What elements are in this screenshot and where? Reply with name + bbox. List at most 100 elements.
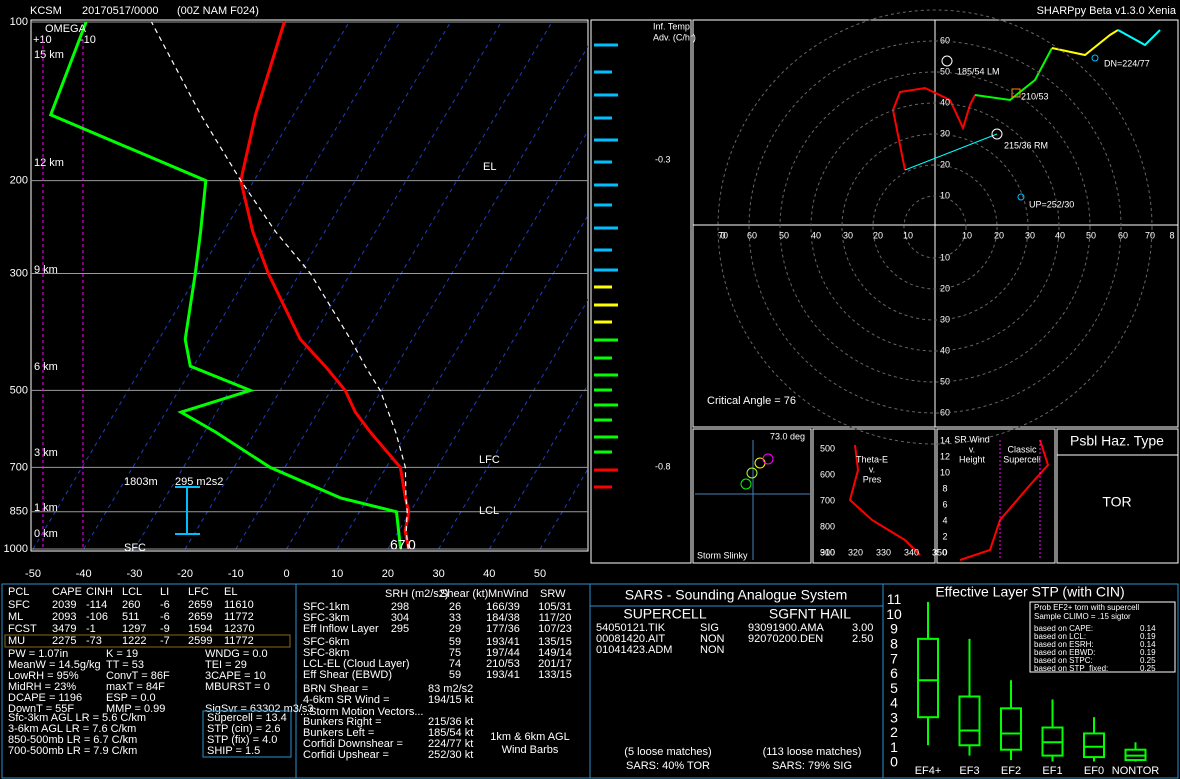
isotherm (83, 21, 401, 550)
run-time: 20170517/0000 (82, 5, 158, 17)
srwind-y-label: 8 (942, 483, 947, 493)
stp-legend-row: based on ESRH: (1034, 640, 1094, 649)
x-tick-label: 50 (534, 568, 546, 580)
index: 3CAPE = 10 (205, 670, 266, 682)
table-header: EL (224, 586, 237, 598)
motion-vector: Bunkers Left = (303, 727, 374, 739)
lcl-label: LCL (479, 505, 499, 517)
thetae-y-label: 500 (820, 443, 835, 453)
index: DownT = 55F (8, 703, 74, 715)
table-cell: 184/38 (486, 612, 520, 624)
table-cell: 1222 (122, 635, 146, 647)
hodo-ring (841, 133, 1029, 321)
table-cell: 2659 (188, 599, 212, 611)
index: LowRH = 95% (8, 670, 79, 682)
hazard-frame (1056, 428, 1179, 564)
table-cell: 2599 (188, 635, 212, 647)
slinky-ring (746, 467, 758, 479)
hodo-trace (974, 47, 1053, 102)
thetae-x-label: 330 (876, 547, 891, 557)
srwind-y-label: 14 (940, 435, 950, 445)
height-label: 12 km (34, 157, 64, 169)
rm-marker (991, 128, 1003, 140)
x-tick-label: NONTOR (1112, 765, 1160, 777)
lm-label: 185/54 LM (957, 66, 1000, 76)
kinematic-extra: 83 m2/s2 (428, 683, 473, 695)
hodo-axis-label: 50 (1086, 230, 1096, 240)
adv-label: -0.3 (655, 154, 671, 164)
table-cell: 2275 (52, 635, 76, 647)
hodo-ring-label: 40 (940, 97, 950, 107)
y-tick-label: 10 (886, 606, 902, 622)
table-cell: 26 (449, 601, 461, 613)
index: SigSvr = 63302 m3/s3 (205, 703, 314, 715)
hodo-axis-label: 8 (1169, 230, 1174, 240)
isotherm (387, 214, 588, 550)
index: K = 19 (106, 648, 138, 660)
table-cell: -73 (86, 635, 102, 647)
x-tick-label: -40 (76, 568, 92, 580)
adv-title: Inf. Temp. (653, 21, 692, 31)
motion-title: ...Storm Motion Vectors... (300, 706, 424, 718)
y-tick-label: 0 (890, 754, 898, 770)
table-header: CAPE (52, 586, 82, 598)
table-cell: 197/44 (486, 647, 520, 659)
motion-vector: 252/30 kt (428, 749, 473, 761)
composite: Supercell = 13.4 (207, 712, 287, 724)
sars-col-title: SUPERCELL (623, 606, 706, 622)
table-cell: -9 (160, 623, 170, 635)
table-cell: SFC (8, 599, 30, 611)
y-tick-label: 6 (890, 665, 898, 681)
thetae-x-label: 350 (932, 547, 947, 557)
table-cell: -6 (160, 599, 170, 611)
table-cell: 149/14 (538, 647, 572, 659)
table-header: PCL (8, 586, 29, 598)
x-tick-label: EF4+ (915, 765, 942, 777)
x-tick-label: -10 (228, 568, 244, 580)
thetae-x-label: 320 (848, 547, 863, 557)
table-cell: SFC-6km (303, 636, 349, 648)
table-cell: Eff Inflow Layer (303, 623, 379, 635)
box (958, 695, 981, 747)
sars-count: (5 loose matches) (624, 746, 711, 758)
stp-legend-row: based on LCL: (1034, 632, 1086, 641)
skewt-plot (31, 21, 588, 550)
y-tick-label: 1 (890, 739, 898, 755)
table-cell: 12370 (224, 623, 255, 635)
lapse-rate: 700-500mb LR = 7.9 C/km (8, 745, 137, 757)
hodo-ring-label: 20 (940, 283, 950, 293)
hodo-axis-label: 20 (994, 230, 1004, 240)
srwind-note: Supercell (1003, 454, 1041, 464)
srwind-title: SR Wind (954, 434, 990, 444)
slinky-angle: 73.0 deg (770, 431, 805, 441)
index: ESP = 0.0 (106, 692, 156, 704)
height-label: 6 km (34, 361, 58, 373)
table-header: MnWind (488, 588, 528, 600)
hodo-ring (810, 102, 1060, 352)
y-tick-label: 100 (10, 16, 28, 28)
y-tick-label: 300 (10, 267, 28, 279)
thetae-trace (848, 444, 921, 556)
table-cell: 304 (391, 612, 409, 624)
sars-match: 54050121.TIK (596, 622, 666, 634)
lm-marker (941, 55, 953, 67)
motion-vector: Bunkers Right = (303, 716, 382, 728)
y-tick-label: 5 (890, 680, 898, 696)
isotherm (32, 21, 350, 550)
index: MMP = 0.99 (106, 703, 165, 715)
table-header: CINH (86, 586, 113, 598)
sars-match: SIG (700, 622, 719, 634)
table-cell: 193/41 (486, 636, 520, 648)
station: KCSM (30, 5, 62, 17)
hodo-trace (1051, 29, 1119, 57)
hodo-axis-label: 40 (811, 230, 821, 240)
x-tick-label: -50 (25, 568, 41, 580)
hodo-axis-label: 40 (1055, 230, 1065, 240)
kinematic-extra: 4-6km SR Wind = (303, 694, 390, 706)
srwind-y-label: 4 (942, 515, 947, 525)
box (917, 637, 939, 719)
lapse-rate: Sfc-3km AGL LR = 5.6 C/km (8, 712, 146, 724)
x-tick-label: -30 (126, 568, 142, 580)
x-tick-label: 30 (432, 568, 444, 580)
